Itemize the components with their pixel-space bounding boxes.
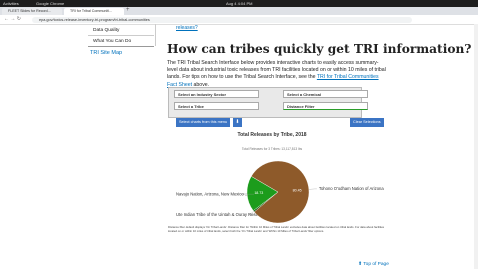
data-label: 18.73 (254, 191, 263, 195)
nav-link[interactable]: What You Can Do (93, 39, 132, 44)
tab[interactable]: TRI for Tribal Communiti... (64, 8, 124, 15)
link-text[interactable]: Top of Page (363, 262, 389, 267)
dropdown[interactable]: Select a Chemical (283, 90, 368, 98)
clear-button[interactable]: Clear Selections (350, 118, 384, 127)
os-bar: Activities Google Chrome Aug 4 4:04 PM (0, 0, 478, 7)
link[interactable]: releases? (176, 25, 198, 31)
activities[interactable]: Activities (3, 1, 19, 6)
chart-title: Total Releases by Tribe, 2018 (237, 132, 306, 138)
toolbar: ← → ↻ epa.gov/toxics-release-inventory-t… (0, 15, 478, 25)
address-bar[interactable]: epa.gov/toxics-release-inventory-tri-pro… (32, 16, 412, 23)
sidebar (90, 24, 156, 46)
leader-line (308, 188, 317, 190)
tab-strip: FLEET Slides for Record... TRI for Triba… (0, 7, 478, 15)
site-map-link[interactable]: TRI Site Map (90, 50, 123, 56)
text: above. (192, 81, 210, 88)
chart-subtitle: Total Releases for 3 Tribes: 13,117,813 … (242, 147, 303, 151)
divider (88, 46, 154, 47)
data-label: 80.45 (293, 188, 302, 192)
dropdown[interactable]: Distance Filter (283, 102, 368, 110)
dropdown[interactable]: Select a Tribe (174, 102, 259, 110)
clock[interactable]: Aug 4 4:04 PM (226, 1, 253, 6)
icon: ⬆ (358, 262, 364, 267)
nav-buttons[interactable]: ← → ↻ (4, 16, 21, 22)
slice-label: Navajo Nation, Arizona, New Mexico ... (176, 191, 248, 196)
divider (88, 35, 154, 36)
dropdown[interactable]: Select an Industry Sector (174, 90, 259, 98)
leader-line (248, 211, 254, 216)
nav-link[interactable]: Data Quality (93, 28, 120, 33)
paragraph: The TRI Tribal Search Interface below pr… (167, 60, 389, 89)
text: The TRI Tribal Search Interface below pr… (167, 60, 386, 81)
slice-label: Ute Indian Tribe of the Uintah & Ouray R… (176, 212, 263, 217)
heading: How can tribes quickly get TRI informati… (167, 42, 472, 56)
charts-button[interactable]: Select charts from this menu (176, 118, 231, 127)
top-of-page-link[interactable]: ⬆ Top of Page (358, 262, 389, 267)
link[interactable]: TRI for Tribal Communities Fact Sheet (167, 74, 379, 88)
footnote: Distance filter default displays 'On Tri… (168, 225, 385, 233)
app-name[interactable]: Google Chrome (36, 1, 65, 6)
new-tab[interactable]: + (126, 7, 130, 13)
tab[interactable]: FLEET Slides for Record... (2, 8, 62, 15)
slice-label: Tohono O'odham Nation of Arizona (319, 186, 384, 191)
download-button[interactable]: ⬇ (233, 118, 242, 127)
scrollbar[interactable] (474, 24, 478, 269)
